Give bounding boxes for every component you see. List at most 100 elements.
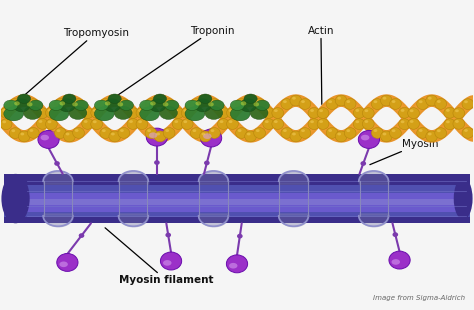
Ellipse shape: [118, 99, 130, 109]
Ellipse shape: [18, 131, 30, 142]
Ellipse shape: [209, 127, 220, 138]
Bar: [4, 193, 470, 199]
Ellipse shape: [241, 101, 246, 105]
Ellipse shape: [317, 118, 329, 129]
Ellipse shape: [453, 118, 465, 129]
Ellipse shape: [392, 259, 400, 265]
Ellipse shape: [428, 97, 432, 100]
Ellipse shape: [160, 106, 177, 119]
Text: Image from Sigma-Aldrich: Image from Sigma-Aldrich: [374, 295, 465, 301]
Ellipse shape: [94, 100, 109, 110]
Ellipse shape: [389, 251, 410, 269]
Ellipse shape: [82, 108, 93, 118]
Ellipse shape: [2, 121, 6, 123]
Ellipse shape: [29, 100, 33, 103]
Ellipse shape: [120, 129, 124, 132]
Ellipse shape: [69, 106, 87, 119]
Ellipse shape: [93, 120, 97, 123]
Ellipse shape: [326, 127, 338, 138]
Ellipse shape: [163, 102, 168, 106]
Ellipse shape: [59, 99, 75, 112]
Ellipse shape: [254, 102, 259, 106]
Ellipse shape: [299, 128, 311, 139]
Ellipse shape: [127, 118, 139, 129]
Ellipse shape: [18, 95, 30, 106]
Ellipse shape: [401, 120, 404, 123]
Ellipse shape: [29, 100, 43, 110]
Ellipse shape: [428, 133, 432, 135]
Ellipse shape: [4, 100, 18, 110]
Ellipse shape: [94, 107, 114, 121]
Ellipse shape: [437, 100, 441, 103]
Ellipse shape: [119, 100, 134, 110]
Ellipse shape: [91, 107, 102, 118]
Ellipse shape: [79, 233, 84, 238]
Ellipse shape: [154, 95, 166, 106]
Ellipse shape: [36, 108, 48, 118]
Ellipse shape: [245, 131, 256, 142]
Ellipse shape: [392, 100, 395, 103]
Ellipse shape: [182, 119, 193, 130]
Ellipse shape: [444, 119, 456, 130]
Ellipse shape: [20, 97, 24, 100]
Ellipse shape: [244, 94, 257, 104]
Ellipse shape: [192, 100, 196, 103]
Ellipse shape: [163, 99, 175, 109]
Ellipse shape: [29, 129, 33, 132]
Ellipse shape: [59, 261, 68, 267]
Ellipse shape: [272, 108, 283, 118]
Ellipse shape: [18, 94, 31, 104]
Ellipse shape: [238, 129, 242, 132]
Ellipse shape: [446, 121, 450, 123]
Ellipse shape: [82, 118, 93, 129]
Ellipse shape: [417, 127, 428, 138]
Ellipse shape: [426, 95, 438, 106]
Ellipse shape: [129, 109, 133, 112]
Ellipse shape: [38, 120, 42, 123]
Ellipse shape: [183, 109, 187, 112]
Bar: [4, 212, 470, 217]
Ellipse shape: [426, 131, 438, 142]
Ellipse shape: [365, 120, 368, 123]
Ellipse shape: [46, 119, 57, 130]
Ellipse shape: [200, 131, 211, 142]
Ellipse shape: [218, 108, 229, 118]
Ellipse shape: [208, 102, 214, 106]
Ellipse shape: [59, 101, 65, 105]
Ellipse shape: [401, 109, 404, 112]
Ellipse shape: [64, 95, 75, 106]
Ellipse shape: [230, 107, 250, 121]
Ellipse shape: [11, 100, 15, 103]
Ellipse shape: [100, 128, 111, 139]
Ellipse shape: [254, 127, 265, 138]
Ellipse shape: [374, 129, 377, 132]
Ellipse shape: [13, 99, 30, 112]
Ellipse shape: [154, 94, 166, 104]
Text: Troponin: Troponin: [115, 26, 234, 97]
Ellipse shape: [150, 101, 156, 105]
Ellipse shape: [444, 107, 456, 118]
Ellipse shape: [57, 254, 78, 271]
Ellipse shape: [174, 120, 178, 123]
Ellipse shape: [281, 99, 292, 109]
Ellipse shape: [201, 97, 205, 100]
Ellipse shape: [200, 95, 211, 106]
Ellipse shape: [185, 100, 199, 110]
Ellipse shape: [147, 100, 151, 103]
Ellipse shape: [230, 100, 245, 110]
Ellipse shape: [114, 106, 132, 119]
Ellipse shape: [328, 100, 332, 103]
Ellipse shape: [72, 102, 78, 106]
Ellipse shape: [84, 109, 88, 112]
Ellipse shape: [337, 133, 341, 135]
Ellipse shape: [55, 99, 66, 109]
Ellipse shape: [335, 95, 347, 106]
Ellipse shape: [136, 119, 148, 130]
Ellipse shape: [91, 119, 102, 130]
Ellipse shape: [185, 107, 205, 121]
Ellipse shape: [9, 99, 21, 109]
Ellipse shape: [140, 107, 160, 121]
Ellipse shape: [20, 133, 24, 135]
Ellipse shape: [108, 94, 121, 104]
Ellipse shape: [390, 99, 401, 109]
